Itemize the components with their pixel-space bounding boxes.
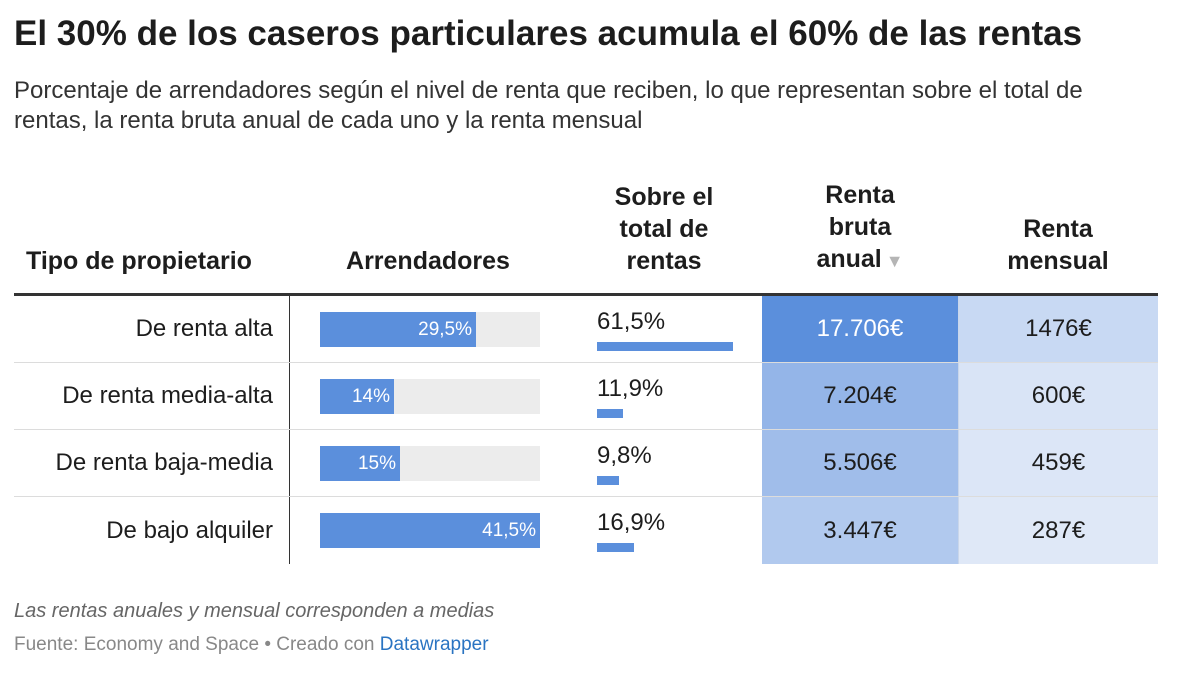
sort-down-icon[interactable]: ▼ [885, 251, 904, 271]
cell-sobre-total: 9,8% [566, 430, 762, 496]
cell-sobre-total: 16,9% [566, 497, 762, 564]
chart-source: Fuente: Economy and Space • Creado con D… [14, 634, 489, 656]
cell-tipo: De renta media-alta [14, 363, 290, 429]
cell-renta-bruta: 5.506€ [762, 430, 958, 496]
table-header: Tipo de propietario Arrendadores Sobre e… [14, 181, 1158, 296]
arrendadores-bar [320, 445, 400, 481]
header-renta-mensual[interactable]: Renta mensual [958, 213, 1158, 277]
table-row: De bajo alquiler 41,5% 16,9% 3.447€ 287€ [14, 497, 1158, 564]
source-text: Fuente: Economy and Space • Creado con [14, 634, 380, 655]
sobre-total-label: 61,5% [597, 308, 666, 335]
cell-renta-bruta: 7.204€ [762, 363, 958, 429]
datawrapper-link[interactable]: Datawrapper [379, 634, 489, 655]
arrendadores-bar [320, 311, 476, 347]
cell-renta-mensual: 600€ [958, 363, 1158, 429]
arrendadores-label: 15% [357, 452, 396, 474]
header-renta-bruta-line: bruta [828, 213, 892, 241]
cell-renta-mensual: 287€ [958, 497, 1158, 564]
header-renta-mensual-line: mensual [1007, 247, 1109, 275]
cell-arrendadores: 41,5% [290, 497, 566, 564]
header-sobre-total[interactable]: Sobre el total de rentas [566, 181, 762, 277]
chart-subtitle: Porcentaje de arrendadores según el nive… [14, 77, 1083, 134]
arrendadores-bar-track: 29,5% [320, 311, 540, 347]
arrendadores-bar [320, 378, 394, 414]
cell-renta-mensual: 1476€ [958, 296, 1158, 362]
cell-renta-mensual: 459€ [958, 430, 1158, 496]
arrendadores-bar-track: 15% [320, 445, 540, 481]
arrendadores-bar-track: 41,5% [320, 513, 540, 548]
header-sobre-total-line: rentas [626, 247, 702, 275]
sobre-total-label: 16,9% [597, 509, 666, 536]
chart-note: Las rentas anuales y mensual corresponde… [14, 600, 495, 622]
table-row: De renta alta 29,5% 61,5% 17.706€ 1476€ [14, 296, 1158, 363]
sobre-total-bar [597, 476, 619, 485]
sobre-total-bar [597, 409, 623, 418]
header-renta-bruta-line: anual ▼ [762, 243, 958, 277]
cell-arrendadores: 15% [290, 430, 566, 496]
sobre-total-label: 9,8% [597, 442, 652, 469]
header-sobre-total-line: total de [619, 215, 709, 243]
arrendadores-label: 29,5% [418, 318, 472, 340]
table-row: De renta media-alta 14% 11,9% 7.204€ 600€ [14, 363, 1158, 430]
data-table: Tipo de propietario Arrendadores Sobre e… [14, 181, 1158, 564]
table-row: De renta baja-media 15% 9,8% 5.506€ 459€ [14, 430, 1158, 497]
header-arrendadores[interactable]: Arrendadores [346, 247, 510, 275]
header-sobre-total-line: Sobre el [614, 183, 714, 211]
arrendadores-label: 14% [351, 385, 390, 407]
cell-tipo: De renta alta [14, 296, 290, 362]
cell-renta-bruta: 3.447€ [762, 497, 958, 564]
header-renta-bruta[interactable]: Renta bruta anual ▼ [762, 179, 958, 277]
header-tipo[interactable]: Tipo de propietario [26, 247, 252, 275]
arrendadores-bar [320, 513, 540, 548]
header-renta-bruta-line: Renta [825, 181, 895, 209]
chart-title: El 30% de los caseros particulares acumu… [14, 14, 1083, 53]
cell-arrendadores: 29,5% [290, 296, 566, 362]
header-renta-bruta-text: anual [816, 245, 882, 273]
cell-arrendadores: 14% [290, 363, 566, 429]
sobre-total-bar [597, 543, 634, 552]
header-renta-mensual-line: Renta [1023, 215, 1093, 243]
sobre-total-bar [597, 342, 733, 351]
table-body: De renta alta 29,5% 61,5% 17.706€ 1476€ De re… [14, 296, 1158, 564]
cell-sobre-total: 11,9% [566, 363, 762, 429]
sobre-total-label: 11,9% [597, 375, 664, 402]
arrendadores-bar-track: 14% [320, 378, 540, 414]
cell-tipo: De renta baja-media [14, 430, 290, 496]
cell-tipo: De bajo alquiler [14, 497, 290, 564]
arrendadores-label: 41,5% [482, 520, 536, 541]
cell-sobre-total: 61,5% [566, 296, 762, 362]
cell-renta-bruta: 17.706€ [762, 296, 958, 362]
